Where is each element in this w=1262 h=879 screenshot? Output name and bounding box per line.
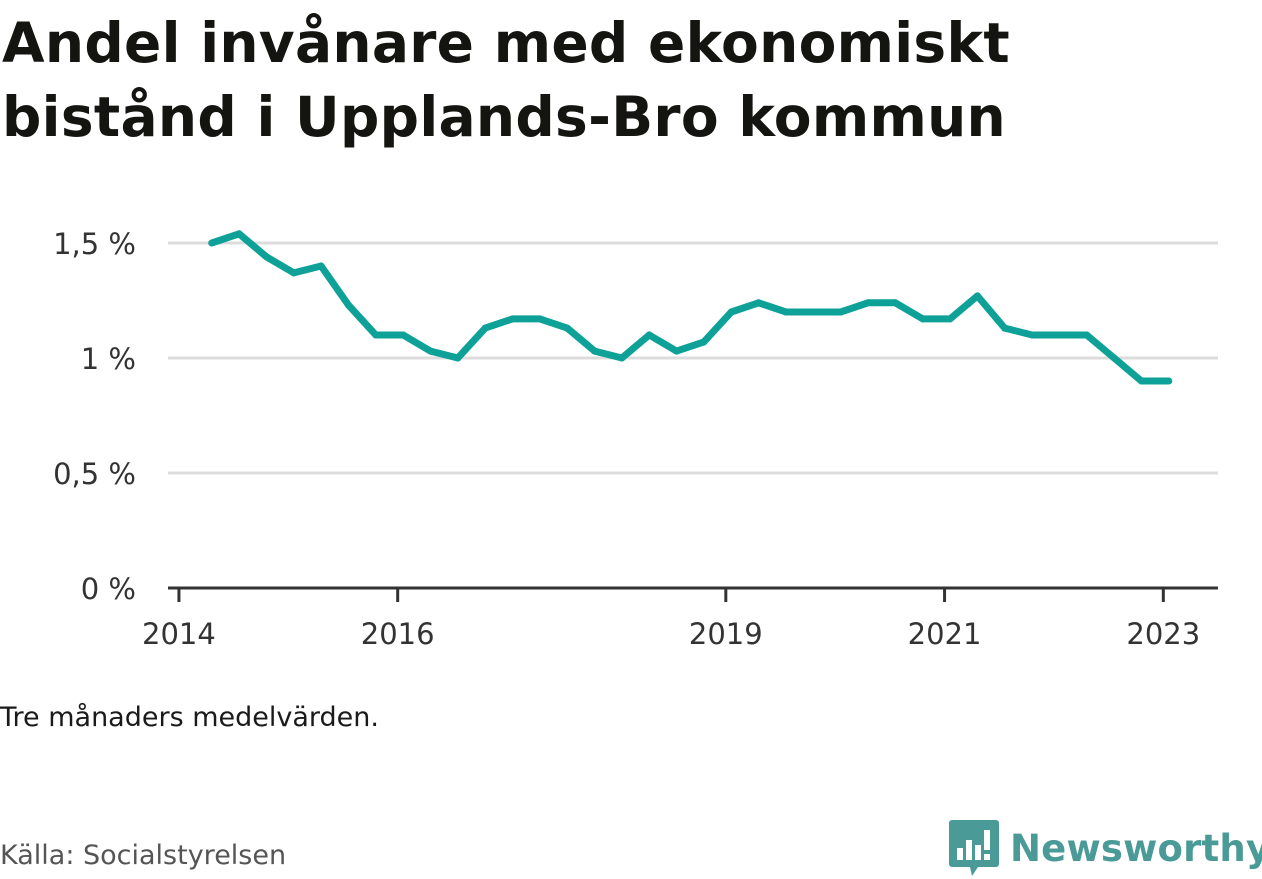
data-point	[563, 324, 571, 332]
data-point	[946, 315, 954, 323]
line-chart: 0 % 0,5 % 1 % 1,5 % 2014 2016 2019 2021 2023	[53, 227, 1218, 651]
gridlines	[168, 241, 1218, 475]
data-point	[618, 354, 626, 362]
x-tick-label: 2021	[908, 617, 982, 651]
data-point	[290, 269, 298, 277]
data-point	[345, 301, 352, 309]
data-point	[782, 308, 790, 316]
data-point	[1083, 331, 1091, 339]
chart-title: Andel invånare med ekonomiskt bistånd i …	[2, 11, 1010, 149]
y-tick-label: 1,5 %	[53, 227, 136, 261]
x-tick-label: 2014	[142, 617, 216, 651]
brand-name: Newsworthy	[1010, 826, 1262, 870]
y-tick-label: 0 %	[81, 572, 136, 606]
data-point	[864, 299, 872, 307]
y-tick-label: 1 %	[81, 342, 136, 376]
data-point	[235, 230, 243, 238]
data-point	[536, 315, 544, 323]
data-point	[1001, 324, 1009, 332]
data-point	[727, 308, 735, 316]
data-point	[481, 324, 489, 332]
x-tick-label: 2019	[689, 617, 763, 651]
bar-chart-speech-bubble-icon	[949, 820, 999, 876]
data-point	[809, 308, 817, 316]
data-point	[1028, 331, 1036, 339]
data-point	[1055, 331, 1063, 339]
y-tick-label: 0,5 %	[53, 457, 136, 491]
data-point	[262, 253, 270, 261]
data-point	[509, 315, 516, 323]
data-point	[891, 299, 899, 307]
data-point	[1165, 377, 1173, 385]
series-line	[210, 230, 1169, 385]
y-axis-ticks: 0 % 0,5 % 1 % 1,5 %	[53, 227, 136, 606]
data-point	[208, 239, 216, 247]
data-point	[700, 338, 708, 346]
data-point	[454, 354, 462, 362]
data-point	[591, 347, 599, 355]
data-point	[372, 331, 380, 339]
chart-note: Tre månaders medelvärden.	[0, 702, 379, 733]
x-axis-ticks: 2014 2016 2019 2021 2023	[142, 588, 1200, 651]
data-point	[399, 331, 407, 339]
source-text: Källa: Socialstyrelsen	[0, 840, 287, 871]
data-point	[1110, 354, 1118, 362]
brand-logo[interactable]: Newsworthy	[948, 818, 1262, 878]
data-point	[317, 262, 325, 270]
x-tick-label: 2023	[1126, 617, 1200, 651]
data-point	[837, 308, 845, 316]
data-point	[1137, 377, 1145, 385]
data-point	[673, 347, 681, 355]
series-layer	[208, 230, 1173, 385]
data-point	[427, 347, 434, 355]
data-point	[755, 299, 763, 307]
x-tick-label: 2016	[361, 617, 435, 651]
data-point	[973, 292, 981, 300]
data-point	[645, 331, 653, 339]
data-point	[919, 315, 927, 323]
